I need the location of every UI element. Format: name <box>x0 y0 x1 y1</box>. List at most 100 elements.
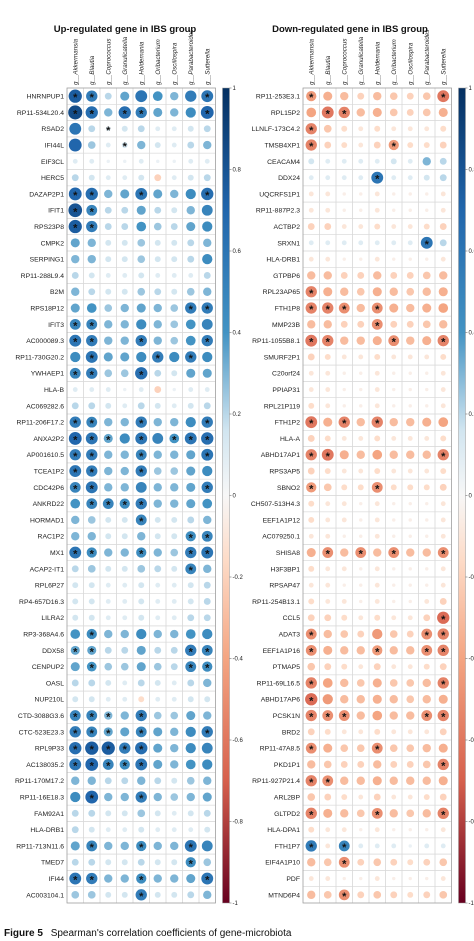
correlation-circle <box>186 499 196 509</box>
correlation-circle <box>308 598 315 605</box>
correlation-circle <box>371 807 383 819</box>
correlation-circle <box>201 318 213 330</box>
significance-star: * <box>189 434 194 446</box>
correlation-circle <box>439 141 447 149</box>
correlation-circle <box>86 449 98 461</box>
correlation-circle <box>185 661 197 673</box>
correlation-circle <box>390 484 397 491</box>
correlation-circle <box>406 92 414 100</box>
correlation-circle <box>171 599 177 604</box>
correlation-circle <box>374 207 380 213</box>
correlation-circle <box>425 876 429 881</box>
significance-star: * <box>309 483 314 495</box>
correlation-circle <box>425 567 429 571</box>
correlation-circle <box>70 629 81 639</box>
correlation-circle <box>120 548 129 557</box>
row-label-up-46: RP11-713N11.6 <box>16 843 64 850</box>
correlation-circle <box>86 465 98 477</box>
row-label-down-44: GLTPD2 <box>274 811 300 818</box>
correlation-circle <box>71 858 79 866</box>
correlation-circle <box>340 320 348 328</box>
correlation-circle <box>440 468 447 475</box>
correlation-circle <box>391 175 397 181</box>
significance-star: * <box>189 549 194 561</box>
correlation-circle <box>423 858 431 866</box>
correlation-circle <box>135 106 147 119</box>
correlation-circle <box>424 126 430 132</box>
correlation-circle <box>86 840 98 852</box>
significance-star: * <box>309 777 314 789</box>
significance-star: * <box>90 483 95 495</box>
correlation-circle <box>71 515 80 525</box>
correlation-circle <box>188 387 194 392</box>
correlation-circle <box>72 582 79 589</box>
correlation-circle <box>70 791 81 803</box>
significance-star: * <box>73 760 78 772</box>
row-label-down-3: TMSB4XP1 <box>264 142 300 149</box>
correlation-circle <box>306 482 317 493</box>
correlation-circle <box>185 107 196 118</box>
row-label-down-7: RP11-887P2.3 <box>256 208 300 215</box>
correlation-circle <box>155 126 161 132</box>
row-label-up-39: CTC-523E23.3 <box>19 729 65 736</box>
correlation-circle <box>187 239 195 247</box>
correlation-circle <box>407 142 414 149</box>
correlation-circle <box>421 644 433 656</box>
correlation-circle <box>321 106 334 119</box>
significance-star: * <box>90 190 95 202</box>
correlation-circle <box>323 124 332 133</box>
row-label-up-36: OASL <box>46 680 64 687</box>
correlation-circle <box>70 351 81 363</box>
correlation-circle <box>406 695 415 704</box>
significance-star: * <box>90 663 95 675</box>
correlation-circle <box>104 792 113 802</box>
correlation-circle <box>358 843 364 849</box>
correlation-circle <box>122 175 128 181</box>
correlation-circle <box>440 501 446 507</box>
correlation-circle <box>104 206 112 214</box>
correlation-circle <box>437 449 449 461</box>
correlation-circle <box>170 646 178 654</box>
colorbar-tick-label: -1 <box>469 901 474 907</box>
correlation-circle <box>71 174 79 182</box>
correlation-circle <box>323 417 333 427</box>
correlation-circle <box>105 142 111 148</box>
correlation-circle <box>325 533 331 539</box>
row-label-up-43: RP11-16E18.3 <box>20 794 64 801</box>
significance-star: * <box>342 858 347 870</box>
correlation-circle <box>86 367 98 379</box>
correlation-circle <box>406 679 415 687</box>
correlation-circle <box>172 387 176 392</box>
correlation-circle <box>135 758 148 771</box>
circles-down: * * * * * * * * * * * * * * * * * * * * * * * * * * * * * * * * * * * * * * * *… <box>305 90 450 903</box>
correlation-circle <box>170 417 179 427</box>
significance-star: * <box>189 663 194 675</box>
correlation-circle <box>119 759 130 770</box>
correlation-circle <box>390 761 398 768</box>
correlation-circle <box>187 582 194 589</box>
correlation-circle <box>356 679 365 687</box>
correlation-circle <box>358 436 364 441</box>
correlation-circle <box>305 677 317 689</box>
correlation-circle <box>341 794 348 801</box>
correlation-circle <box>135 497 147 510</box>
correlation-circle <box>371 742 383 754</box>
correlation-circle <box>440 566 446 572</box>
colorbar-tick-label: 1 <box>469 86 473 92</box>
correlation-circle <box>372 336 382 346</box>
row-label-down-20: FTH1P2 <box>275 420 301 427</box>
correlation-circle <box>185 629 196 639</box>
correlation-circle <box>389 303 399 313</box>
correlation-circle <box>440 370 446 376</box>
correlation-circle <box>338 710 350 721</box>
correlation-circle <box>408 208 412 212</box>
correlation-circle <box>325 370 331 376</box>
correlation-circle <box>374 256 380 262</box>
correlation-circle <box>323 743 333 753</box>
correlation-circle <box>169 351 180 363</box>
significance-star: * <box>375 304 380 316</box>
significance-star: * <box>309 646 314 658</box>
correlation-circle <box>391 436 397 441</box>
correlation-circle <box>120 483 129 492</box>
correlation-circle <box>371 481 383 493</box>
